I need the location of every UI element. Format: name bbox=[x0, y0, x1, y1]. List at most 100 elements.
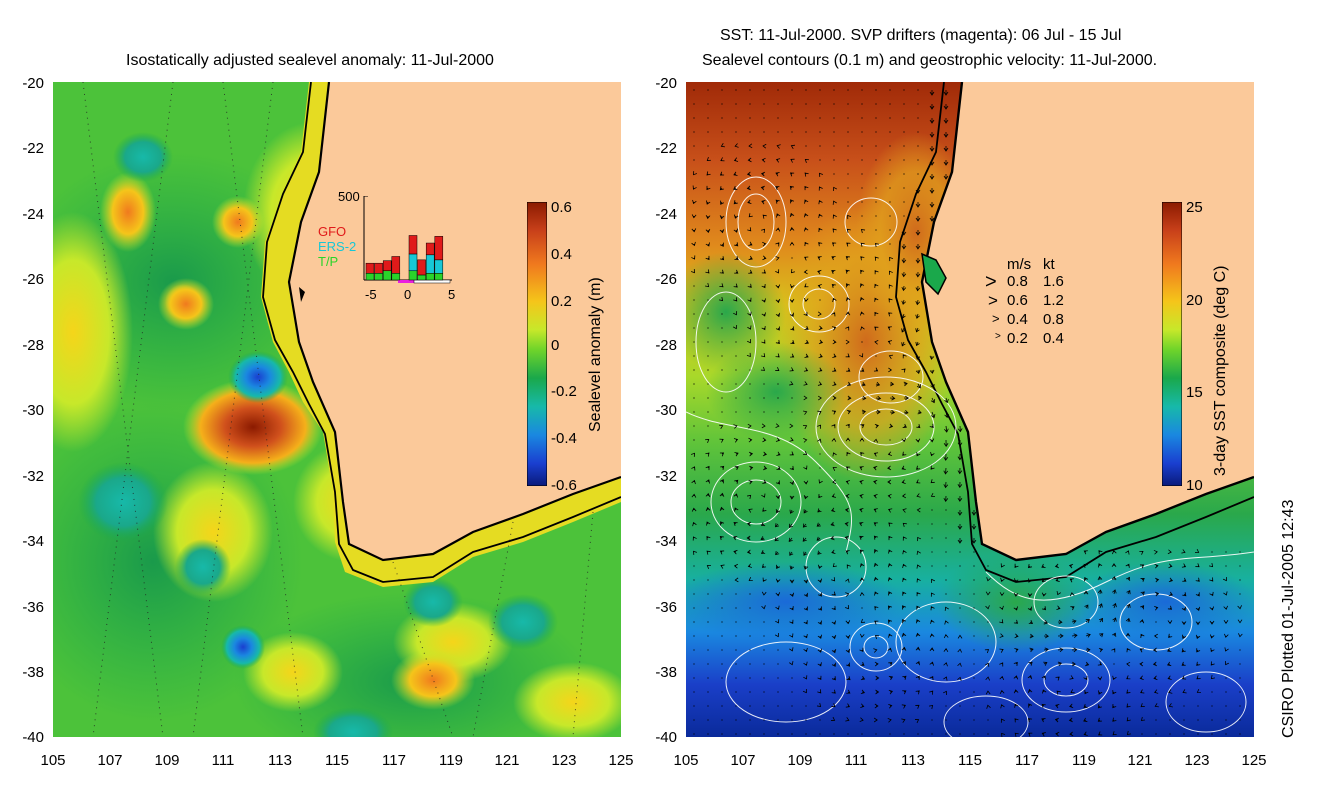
velocity-arrow-head bbox=[845, 437, 851, 442]
velocity-arrow-head bbox=[901, 493, 907, 499]
velocity-arrow-head bbox=[944, 399, 949, 404]
velocity-arrow-head bbox=[1041, 675, 1046, 680]
velocity-arrow-head bbox=[930, 384, 935, 389]
velocity-arrow-head bbox=[845, 297, 851, 302]
velocity-arrow-head bbox=[775, 605, 780, 610]
velocity-arrow-head bbox=[1098, 647, 1104, 653]
velocity-arrow-head bbox=[916, 619, 921, 624]
velocity-arrow-head bbox=[845, 592, 850, 597]
velocity-arrow-head bbox=[1126, 730, 1132, 736]
velocity-arrow-head bbox=[943, 175, 949, 180]
velocity-dot bbox=[805, 145, 807, 147]
velocity-dot bbox=[693, 145, 695, 147]
velocity-arrow-head bbox=[1041, 578, 1047, 583]
credit-text: CSIRO Plotted 01-Jul-2005 12:43 bbox=[1280, 499, 1297, 738]
velocity-arrow-head bbox=[1168, 703, 1173, 708]
velocity-arrow-head bbox=[888, 703, 893, 709]
velocity-dot bbox=[721, 663, 723, 665]
velocity-arrow-head bbox=[873, 493, 878, 499]
velocity-dot bbox=[693, 411, 695, 413]
velocity-dot bbox=[889, 229, 891, 231]
velocity-arrow-head bbox=[1209, 606, 1215, 611]
velocity-dot bbox=[931, 509, 933, 511]
velocity-arrow-head bbox=[1083, 731, 1088, 736]
velocity-dot bbox=[735, 117, 737, 119]
velocity-arrow-head bbox=[845, 493, 850, 499]
velocity-arrow-head bbox=[1059, 633, 1064, 639]
velocity-arrow-head bbox=[1125, 563, 1130, 568]
velocity-dot bbox=[763, 733, 765, 735]
left-x-tick: 109 bbox=[154, 752, 180, 769]
velocity-arrow-head bbox=[1126, 675, 1131, 680]
velocity-dot bbox=[749, 103, 751, 105]
velocity-arrow-head bbox=[803, 269, 808, 275]
velocity-arrow-head bbox=[789, 437, 794, 442]
velocity-dot bbox=[693, 285, 695, 287]
velocity-dot bbox=[1141, 733, 1143, 735]
velocity-arrow bbox=[1113, 603, 1116, 609]
velocity-arrow-head bbox=[733, 549, 738, 555]
velocity-arrow-head bbox=[803, 227, 809, 232]
velocity-dot bbox=[833, 733, 835, 735]
velocity-arrow-head bbox=[831, 424, 836, 429]
velocity-arrow-head bbox=[691, 493, 697, 498]
velocity-arrow-head bbox=[1152, 661, 1158, 667]
velocity-arrow-head bbox=[734, 143, 739, 148]
inset-legend-gfo: GFO bbox=[318, 224, 347, 239]
velocity-dot bbox=[903, 103, 905, 105]
velocity-arrow-head bbox=[860, 229, 866, 234]
velocity-arrow-head bbox=[915, 341, 920, 347]
velocity-dot bbox=[889, 439, 891, 441]
velocity-dot bbox=[847, 201, 849, 203]
velocity-arrow-head bbox=[888, 522, 893, 527]
inset-bar-tp bbox=[374, 273, 383, 281]
velocity-arrow bbox=[931, 397, 935, 403]
velocity-dot bbox=[875, 173, 877, 175]
velocity-dot bbox=[903, 145, 905, 147]
velocity-arrow-head bbox=[1140, 716, 1146, 721]
velocity-dot bbox=[749, 663, 751, 665]
velocity-dot bbox=[707, 411, 709, 413]
velocity-dot bbox=[693, 593, 695, 595]
velocity-arrow-head bbox=[734, 452, 739, 457]
velocity-arrow-head bbox=[957, 456, 963, 461]
velocity-arrow-head bbox=[1041, 606, 1047, 611]
velocity-dot bbox=[791, 677, 793, 679]
velocity-arrow-head bbox=[943, 119, 949, 124]
velocity-dot bbox=[959, 593, 961, 595]
velocity-dot bbox=[735, 691, 737, 693]
inset-x-tick: 5 bbox=[448, 287, 456, 302]
velocity-arrow-head bbox=[775, 367, 780, 371]
velocity-dot bbox=[735, 397, 737, 399]
velocity-arrow-head bbox=[1196, 675, 1201, 680]
velocity-dot bbox=[903, 159, 905, 161]
velocity-dot bbox=[931, 523, 933, 525]
velocity-arrow-head bbox=[930, 465, 935, 470]
right-cb-tick: 20 bbox=[1186, 292, 1203, 309]
velocity-dot bbox=[1239, 705, 1241, 707]
velocity-arrow-head bbox=[790, 353, 795, 358]
velocity-arrow-head bbox=[748, 143, 753, 149]
velocity-arrow-head bbox=[1028, 703, 1033, 708]
velocity-arrow-head bbox=[901, 328, 906, 333]
velocity-arrow-head bbox=[1070, 606, 1075, 611]
velocity-dot bbox=[777, 691, 779, 693]
velocity-arrow-head bbox=[775, 550, 780, 556]
velocity-arrow-head bbox=[901, 300, 906, 305]
left-cb-tick: 0.4 bbox=[551, 246, 572, 263]
velocity-arrow-head bbox=[775, 199, 780, 204]
velocity-arrow-head bbox=[904, 395, 909, 401]
velocity-arrow-head bbox=[1014, 633, 1019, 639]
velocity-arrow-head bbox=[746, 171, 752, 177]
velocity-dot bbox=[819, 159, 821, 161]
velocity-arrow-head bbox=[831, 676, 836, 681]
right-y-tick: -28 bbox=[655, 337, 677, 354]
velocity-dot bbox=[1155, 733, 1157, 735]
velocity-arrow-head bbox=[1139, 550, 1144, 555]
velocity-arrow-head bbox=[915, 690, 920, 695]
velocity-arrow-head bbox=[831, 270, 836, 275]
velocity-arrow-head bbox=[887, 465, 892, 471]
velocity-dot bbox=[749, 383, 751, 385]
velocity-arrow-head bbox=[775, 284, 781, 289]
velocity-dot bbox=[693, 117, 695, 119]
